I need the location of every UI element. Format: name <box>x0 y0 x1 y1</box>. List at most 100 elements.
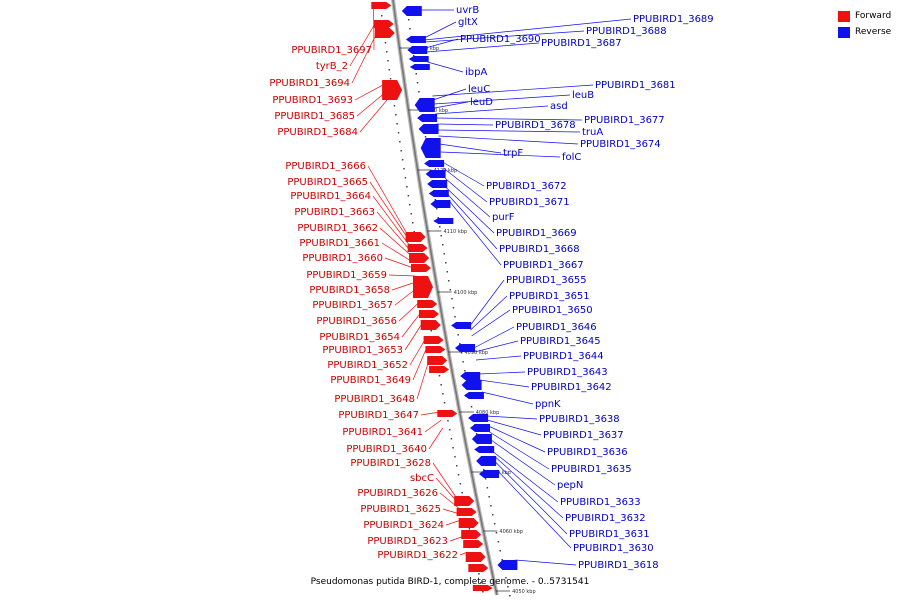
axis-tick-dot-left <box>387 60 389 62</box>
forward-gene-block <box>429 366 450 373</box>
axis-tick-dot-left <box>452 447 454 449</box>
forward-label-connector <box>416 357 430 400</box>
reverse-gene-label: PPUBIRD1_3632 <box>565 513 646 524</box>
axis-tick-label: 4110 kbp <box>444 229 468 235</box>
legend-label-reverse: Reverse <box>855 27 892 37</box>
reverse-label-connector <box>448 199 502 266</box>
forward-gene-block <box>465 552 486 562</box>
legend: Forward Reverse <box>838 8 891 40</box>
axis-tick-dot-left <box>407 195 410 197</box>
axis-tick-dot-right <box>437 217 439 219</box>
reverse-gene-label: ibpA <box>465 67 487 78</box>
reverse-gene-label: PPUBIRD1_3668 <box>499 244 580 255</box>
forward-gene-block <box>413 276 433 298</box>
forward-label-connector <box>391 281 417 291</box>
forward-label-connector <box>445 519 462 526</box>
axis-tick-dot-right <box>418 91 420 93</box>
reverse-gene-label: PPUBIRD1_3637 <box>543 430 624 441</box>
forward-gene-block <box>417 300 438 308</box>
axis-tick-dot-right <box>459 343 461 345</box>
axis-tick-dot-right <box>448 280 450 282</box>
forward-gene-block <box>420 320 441 330</box>
axis-tick-dot-right <box>490 505 492 507</box>
reverse-label-connector <box>437 129 581 133</box>
axis-tick-dot-left <box>440 384 442 386</box>
forward-gene-block <box>409 253 430 263</box>
reverse-label-connector <box>433 94 571 105</box>
legend-item-reverse: Reverse <box>838 24 891 40</box>
axis-tick-dot-right <box>409 28 411 30</box>
reverse-gene-label: PPUBIRD1_3689 <box>633 14 714 25</box>
axis-tick-label: 4080 kbp <box>476 410 500 416</box>
reverse-gene-label: PPUBIRD1_3678 <box>495 120 576 131</box>
reverse-label-connector <box>444 177 491 218</box>
reverse-label-connector <box>436 123 494 126</box>
reverse-gene-label: trpF <box>503 148 523 159</box>
axis-tick-dot-right <box>440 235 442 237</box>
reverse-gene-label: PPUBIRD1_3655 <box>506 275 587 286</box>
axis-tick-dot-left <box>384 42 387 44</box>
axis-tick-dot-left <box>397 132 400 134</box>
forward-gene-label: PPUBIRD1_3647 <box>338 410 419 421</box>
axis-tick-dot-right <box>415 73 417 75</box>
forward-gene-label: PPUBIRD1_3666 <box>285 161 366 172</box>
reverse-gene-label: PPUBIRD1_3645 <box>520 336 601 347</box>
axis-tick-dot-left <box>395 114 397 116</box>
reverse-gene-label: PPUBIRD1_3681 <box>595 80 676 91</box>
reverse-gene-label: leuD <box>470 97 493 108</box>
reverse-gene-block <box>408 56 429 62</box>
axis-tick-dot-right <box>449 289 452 291</box>
reverse-gene-block <box>476 456 497 466</box>
reverse-label-connector <box>481 391 534 405</box>
reverse-label-connector <box>473 326 515 349</box>
reverse-gene-label: ppnK <box>535 399 561 410</box>
reverse-gene-label: PPUBIRD1_3644 <box>523 351 604 362</box>
reverse-label-connector <box>479 379 530 388</box>
reverse-gene-label: PPUBIRD1_3677 <box>584 115 665 126</box>
reverse-gene-label: PPUBIRD1_3633 <box>560 497 641 508</box>
forward-label-connector <box>369 181 410 241</box>
axis-tick-dot-right <box>416 82 419 84</box>
axis-tick-dot-right <box>475 433 478 435</box>
axis-tick-dot-right <box>442 244 444 246</box>
axis-tick-dot-right <box>436 208 438 210</box>
reverse-gene-block <box>427 180 448 188</box>
reverse-gene-block <box>455 344 475 352</box>
forward-gene-label: PPUBIRD1_3657 <box>312 300 393 311</box>
axis-tick-dot-right <box>464 370 466 372</box>
legend-label-forward: Forward <box>855 11 892 21</box>
reverse-gene-block <box>463 392 484 399</box>
axis-tick-dot-right <box>413 55 415 57</box>
forward-gene-label: PPUBIRD1_3664 <box>290 191 371 202</box>
axis-tick-dot-right <box>495 532 498 534</box>
reverse-label-connector <box>435 105 549 115</box>
forward-gene-block <box>472 585 493 591</box>
forward-gene-label: PPUBIRD1_3665 <box>287 177 368 188</box>
reverse-label-connector <box>426 42 540 53</box>
reverse-gene-block <box>424 160 445 167</box>
reverse-gene-label: PPUBIRD1_3690 <box>460 34 541 45</box>
forward-label-connector <box>412 345 428 381</box>
axis-tick-dot-right <box>454 316 456 318</box>
reverse-label-connector <box>427 61 464 73</box>
forward-gene-block <box>454 496 475 506</box>
reverse-gene-block <box>471 434 492 444</box>
axis-tick-dot-left <box>400 150 402 152</box>
reverse-gene-block <box>414 98 435 112</box>
forward-label-connector <box>435 477 458 503</box>
axis-tick-dot-right <box>446 271 448 273</box>
forward-gene-block <box>411 264 431 272</box>
legend-item-forward: Forward <box>838 8 891 24</box>
axis-tick-dot-left <box>403 168 405 170</box>
forward-gene-block <box>437 410 458 417</box>
forward-gene-block <box>374 28 395 38</box>
reverse-gene-block <box>468 414 489 422</box>
forward-gene-block <box>407 244 428 252</box>
reverse-gene-label: purF <box>492 212 515 223</box>
axis-tick-dot-left <box>389 78 392 80</box>
reverse-gene-label: PPUBIRD1_3674 <box>580 139 661 150</box>
axis-tick-dot-right <box>434 199 437 201</box>
reverse-gene-label: PPUBIRD1_3687 <box>541 38 622 49</box>
reverse-gene-label: PPUBIRD1_3651 <box>509 291 590 302</box>
reverse-label-connector <box>470 295 508 331</box>
